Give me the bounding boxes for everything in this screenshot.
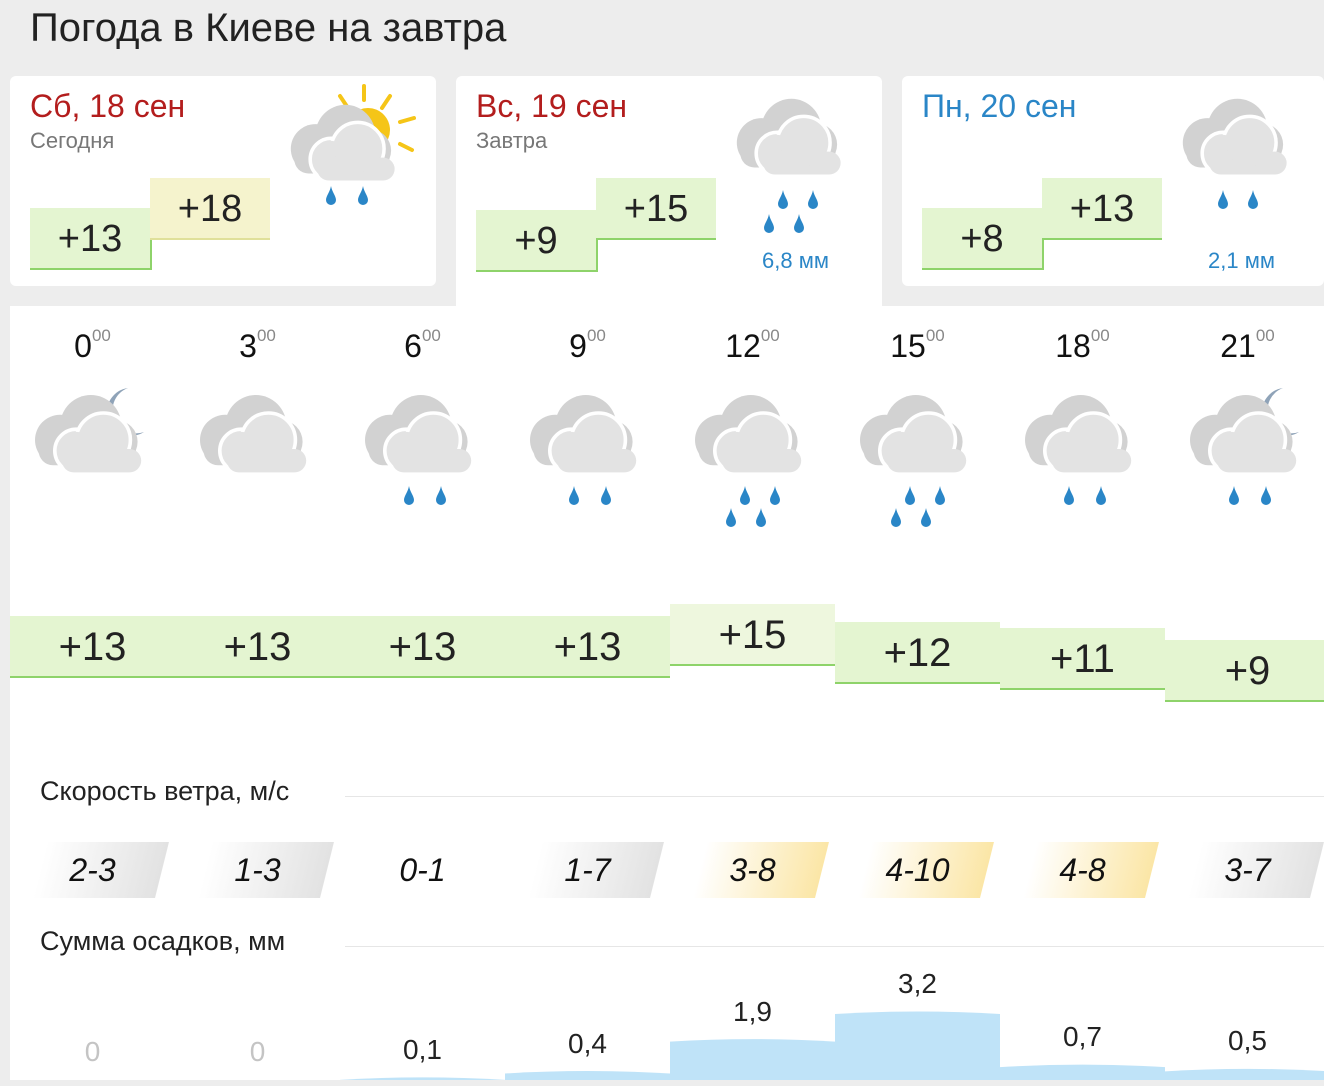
wind-label: Скорость ветра, м/с xyxy=(40,776,290,806)
wind-speed: 0-1 xyxy=(399,852,446,888)
hour-value: 18 xyxy=(1055,328,1091,364)
hour-temp: +12 xyxy=(835,622,1000,684)
precip-bar xyxy=(340,1077,505,1080)
night-cloud-rain-icon xyxy=(1188,388,1299,505)
precip-bar xyxy=(505,1071,670,1080)
minute-value: 00 xyxy=(1255,326,1275,345)
cloud-heavy-rain-icon xyxy=(693,393,804,527)
minute-value: 00 xyxy=(760,326,780,345)
cloud-rain-icon xyxy=(363,393,474,505)
day-card-sun[interactable]: Вс, 19 сен Завтра +9 +15 6,8 мм xyxy=(456,76,882,306)
day-temp-max: +15 xyxy=(596,178,716,240)
precip-value: 3,2 xyxy=(898,968,937,999)
hour-label: 1200 xyxy=(670,326,835,365)
precip-label: Сумма осадков, мм xyxy=(40,926,286,956)
cloud-rain-icon xyxy=(1023,393,1133,505)
hour-value: 12 xyxy=(725,328,761,364)
hour-value: 21 xyxy=(1220,328,1256,364)
hour-label: 600 xyxy=(340,326,505,365)
precip-value: 1,9 xyxy=(733,995,772,1027)
hour-value: 6 xyxy=(404,328,422,364)
precip-value: 0,7 xyxy=(1063,1021,1102,1053)
day-temp-min: +8 xyxy=(922,208,1044,270)
cloud-icon xyxy=(198,393,309,475)
precip-bar xyxy=(670,1039,835,1080)
day-temp-min: +9 xyxy=(476,210,598,272)
day-temp-max: +18 xyxy=(150,178,270,240)
cloud-heavy-rain-icon xyxy=(858,393,969,527)
day-name: Сб, 18 сен xyxy=(30,88,186,124)
minute-value: 00 xyxy=(256,326,276,345)
precip-bar xyxy=(1000,1064,1165,1080)
day-card-mon[interactable]: Пн, 20 сен +8 +13 2,1 мм xyxy=(902,76,1324,286)
day-sub: Сегодня xyxy=(30,128,115,153)
minute-value: 00 xyxy=(421,326,441,345)
wind-speed: 1-7 xyxy=(564,852,611,888)
page-title: Погода в Киеве на завтра xyxy=(30,6,507,50)
hour-label: 900 xyxy=(505,326,670,365)
day-precip: 6,8 мм xyxy=(762,248,829,273)
wind-divider xyxy=(345,796,1324,797)
day-precip: 2,1 мм xyxy=(1208,248,1275,273)
minute-value: 00 xyxy=(1090,326,1110,345)
minute-value: 00 xyxy=(586,326,606,345)
precip-value: 0,1 xyxy=(403,1033,442,1065)
day-temp-min: +13 xyxy=(30,208,152,270)
partly-sunny-rain-icon xyxy=(289,84,416,205)
precip-value: 0 xyxy=(249,1036,266,1067)
hour-temp: +13 xyxy=(10,616,175,678)
day-card-sat[interactable]: Сб, 18 сен Сегодня +13 +18 xyxy=(10,76,436,286)
cloud-rain-icon xyxy=(528,393,639,505)
hour-temp: +9 xyxy=(1165,640,1324,702)
hour-temp: +13 xyxy=(505,616,670,678)
hour-temp: +11 xyxy=(1000,628,1165,690)
hour-label: 1800 xyxy=(1000,326,1165,365)
hour-temp: +13 xyxy=(340,616,505,678)
wind-speed: 4-8 xyxy=(1059,852,1106,888)
minute-value: 00 xyxy=(925,326,945,345)
cloud-rain-icon xyxy=(1181,97,1289,209)
hour-label: 000 xyxy=(10,326,175,365)
hour-value: 0 xyxy=(74,328,92,364)
hour-label: 1500 xyxy=(835,326,1000,365)
precip-value: 0 xyxy=(84,1036,101,1067)
precip-area-chart xyxy=(340,1011,1324,1080)
hour-label: 2100 xyxy=(1165,326,1324,365)
wind-speed: 3-7 xyxy=(1224,852,1271,888)
hour-value: 3 xyxy=(239,328,257,364)
wind-speed: 4-10 xyxy=(885,852,950,888)
hour-label: 300 xyxy=(175,326,340,365)
hour-temp: +15 xyxy=(670,604,835,666)
hour-value: 9 xyxy=(569,328,587,364)
hour-value: 15 xyxy=(890,328,926,364)
day-sub: Завтра xyxy=(476,128,548,153)
precip-divider xyxy=(345,946,1324,947)
day-temp-max: +13 xyxy=(1042,178,1162,240)
minute-value: 00 xyxy=(91,326,111,345)
precip-value: 0,4 xyxy=(568,1027,607,1059)
wind-speed: 3-8 xyxy=(729,852,776,888)
wind-speed: 1-3 xyxy=(234,852,281,888)
hour-temp: +13 xyxy=(175,616,340,678)
precip-bar xyxy=(835,1011,1000,1080)
day-name: Вс, 19 сен xyxy=(476,88,628,124)
wind-speed: 2-3 xyxy=(69,852,116,888)
cloud-heavy-rain-icon xyxy=(735,97,843,233)
night-cloud-icon xyxy=(33,388,144,475)
day-name: Пн, 20 сен xyxy=(922,88,1077,124)
precip-value: 0,5 xyxy=(1228,1025,1267,1057)
precip-bar xyxy=(1165,1068,1324,1080)
